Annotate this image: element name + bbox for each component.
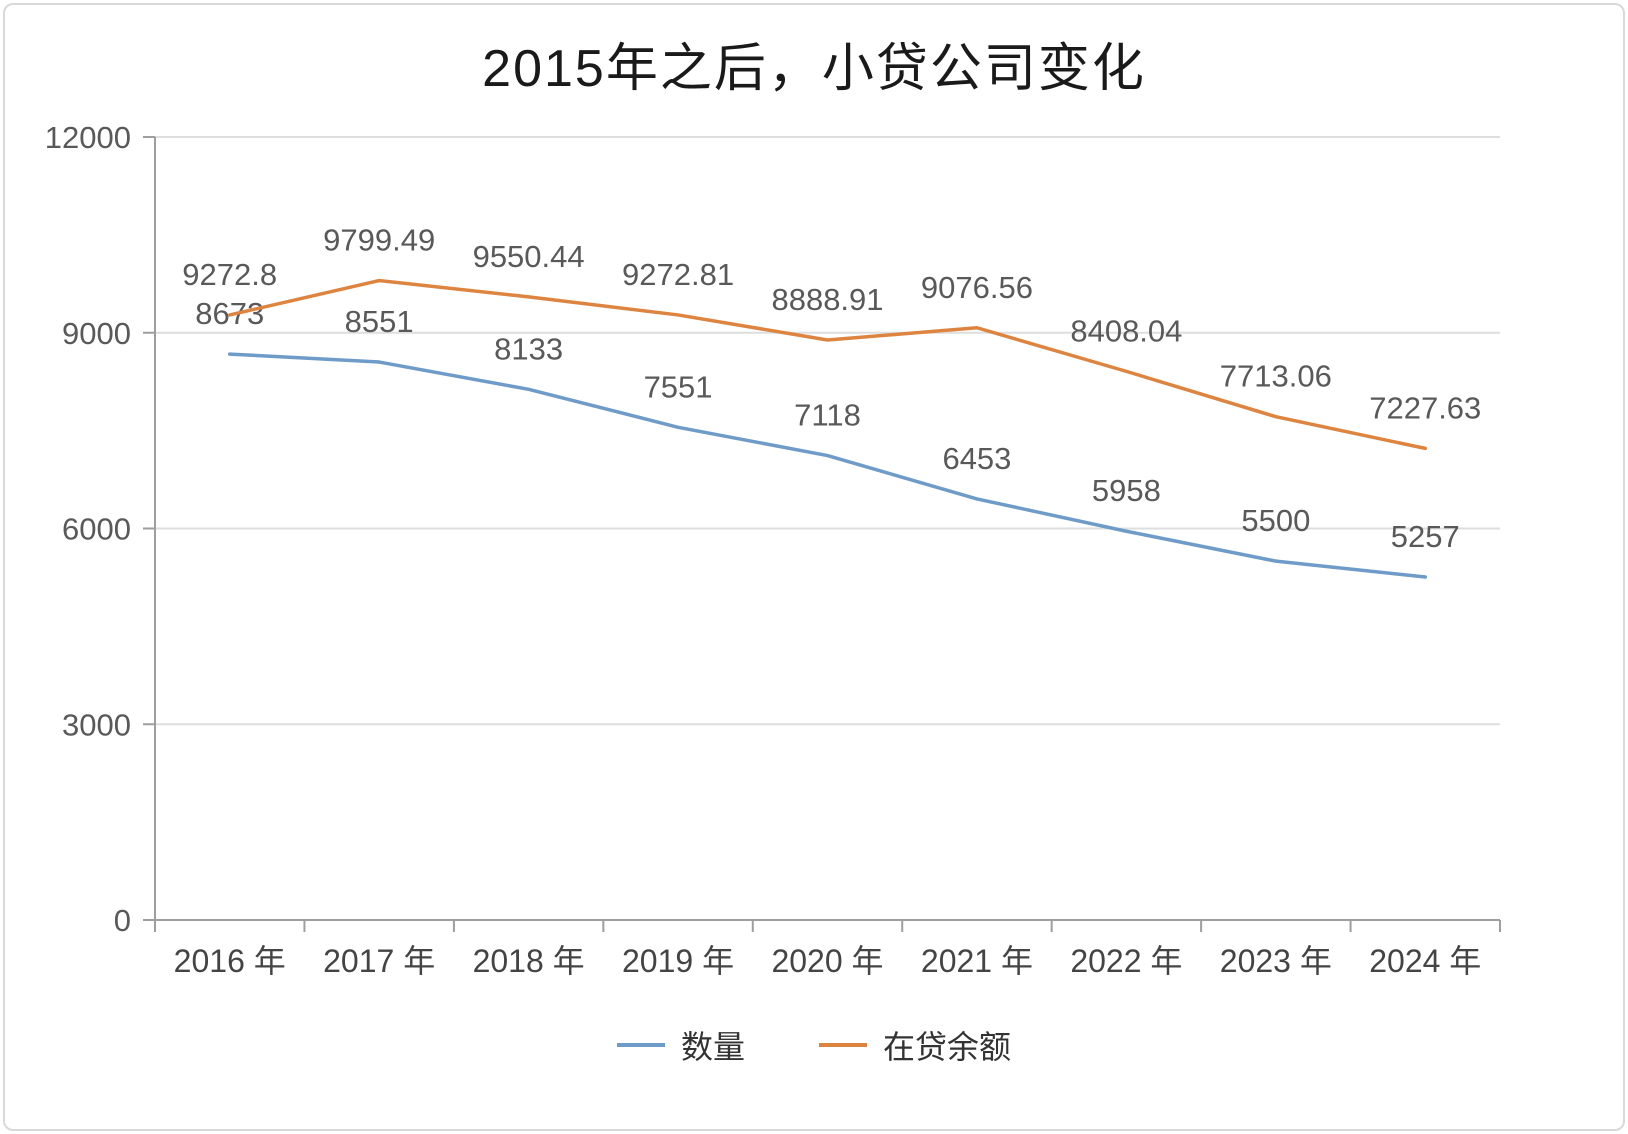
quantity-data-label: 5500 (1241, 503, 1310, 538)
x-axis-label: 2018 年 (473, 943, 585, 979)
x-axis-label: 2016 年 (174, 943, 286, 979)
quantity-data-label: 7551 (644, 369, 713, 404)
balance-data-label: 9272.8 (182, 257, 277, 292)
chart-title: 2015年之后，小贷公司变化 (482, 40, 1146, 98)
balance-data-label: 9076.56 (921, 270, 1033, 305)
chart-card (3, 3, 1625, 1131)
legend-item-quantity: 数量 (616, 1022, 745, 1068)
balance-data-label: 9799.49 (323, 223, 435, 258)
quantity-line-swatch (616, 1043, 665, 1047)
balance-line (227, 278, 1428, 451)
balance-line-swatch (819, 1043, 867, 1047)
legend-label-quantity: 数量 (680, 1029, 745, 1065)
x-axis-label: 2024 年 (1369, 943, 1481, 979)
y-axis-label: 6000 (62, 512, 131, 547)
quantity-data-label: 6453 (942, 441, 1011, 476)
quantity-data-label: 7118 (794, 398, 861, 433)
quantity-data-label: 5958 (1092, 473, 1161, 508)
x-axis-label: 2017 年 (323, 943, 435, 979)
y-axis-label: 3000 (62, 707, 131, 742)
y-axis-label: 0 (114, 903, 131, 938)
x-axis-label: 2022 年 (1070, 943, 1182, 979)
y-axis-label: 9000 (62, 316, 131, 351)
x-axis-label: 2023 年 (1220, 943, 1332, 979)
y-axis-label: 12000 (45, 120, 131, 155)
legend-label-balance: 在贷余额 (883, 1029, 1012, 1065)
balance-data-label: 7713.06 (1220, 359, 1332, 394)
quantity-data-label: 5257 (1391, 519, 1460, 554)
balance-data-label: 9272.81 (622, 257, 734, 292)
balance-data-label: 8408.04 (1070, 313, 1182, 348)
balance-data-label: 8888.91 (771, 282, 883, 317)
x-axis-label: 2019 年 (622, 943, 734, 979)
quantity-line (227, 352, 1428, 579)
x-axis-label: 2021 年 (921, 943, 1033, 979)
legend-item-balance: 在贷余额 (819, 1022, 1011, 1068)
quantity-data-label: 8133 (494, 331, 563, 366)
chart-legend: 数量 在贷余额 (0, 1022, 1628, 1068)
x-axis-label: 2020 年 (771, 943, 883, 979)
balance-data-label: 7227.63 (1369, 390, 1481, 425)
balance-data-label: 9550.44 (473, 239, 585, 274)
quantity-data-label: 8551 (345, 304, 414, 339)
